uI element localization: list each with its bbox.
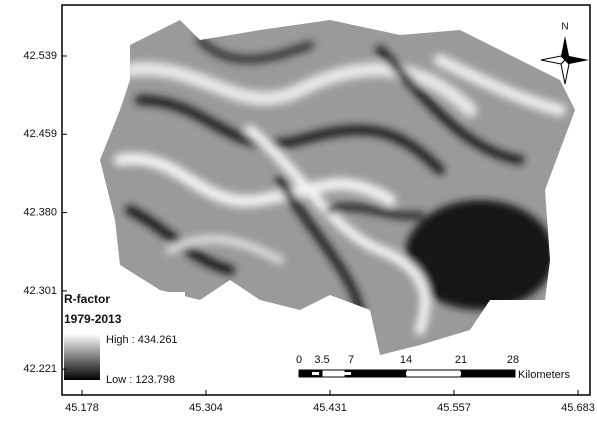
legend-ramp [64,334,100,380]
scale-label: 0 [296,354,302,366]
legend-low: Low : 123.798 [106,374,175,386]
scale-label: 14 [400,354,412,366]
legend-high: High : 434.261 [106,334,178,346]
y-tick-label: 42.380 [23,207,57,219]
scale-stripe [341,372,351,375]
north-label: N [561,22,568,33]
scale-stripe [312,372,319,375]
scale-segment [461,370,515,377]
y-tick-label: 42.459 [23,128,57,140]
y-tick-label: 42.301 [23,285,57,297]
x-tick-label: 45.178 [65,402,99,414]
scale-label: 3.5 [314,354,329,366]
scale-unit: Kilometers [518,369,570,381]
scale-label: 7 [348,354,354,366]
x-tick-label: 45.304 [189,402,223,414]
x-tick-label: 45.683 [561,402,595,414]
y-tick-label: 42.539 [23,50,57,62]
x-tick-label: 45.557 [437,402,471,414]
map: R-factor 1979-2013 High : 434.261 Low : … [0,0,597,424]
scale-stripe [406,372,461,375]
legend-subtitle: 1979-2013 [64,312,122,326]
x-tick-label: 45.431 [313,402,347,414]
legend-title: R-factor [64,292,110,306]
y-tick-label: 42.221 [23,363,57,375]
scale-label: 21 [455,354,467,366]
scale-segment [345,370,406,377]
scale-label: 28 [507,354,519,366]
